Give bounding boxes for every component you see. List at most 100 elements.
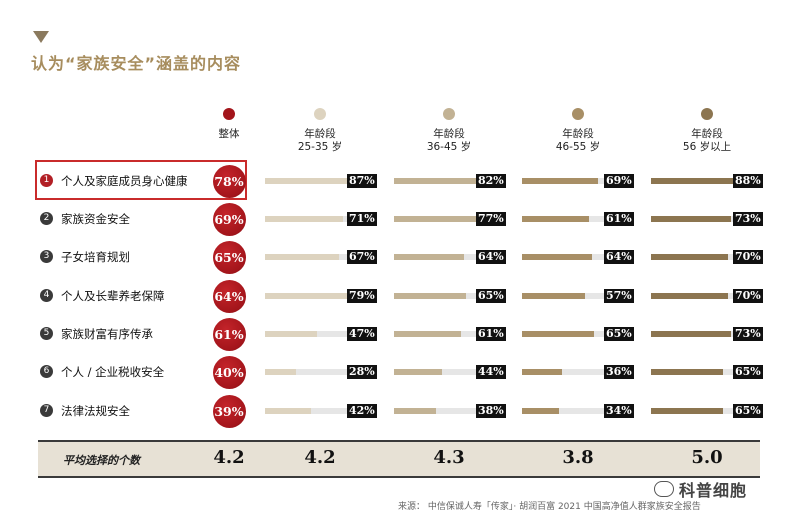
bar-track: [651, 408, 761, 414]
chart-title: 认为“家族安全”涵盖的内容: [31, 54, 242, 73]
column-dot-3: [572, 108, 584, 120]
bar: [394, 293, 466, 299]
row-label: 个人及长辈养老保障: [61, 289, 165, 303]
row-number-badge: 1: [40, 174, 53, 187]
column-header-line1: 年龄段: [562, 128, 594, 140]
row-label: 家族资金安全: [61, 212, 130, 226]
overall-value-circle: 40%: [212, 355, 246, 389]
bar-value-label: 65%: [733, 365, 763, 379]
column-header-1: 年龄段 25-35 岁: [270, 128, 370, 154]
bar: [651, 178, 748, 184]
bar-value-label: 44%: [476, 365, 506, 379]
bar-track: [265, 369, 375, 375]
bar-track: [651, 293, 761, 299]
bar: [522, 331, 594, 337]
bar-track: [522, 254, 632, 260]
bar-value-label: 77%: [476, 212, 506, 226]
column-header-line1: 年龄段: [304, 128, 336, 140]
average-value: 5.0: [691, 447, 723, 468]
overall-value-circle: 78%: [212, 164, 246, 198]
bar-track: [394, 408, 504, 414]
bar-track: [651, 369, 761, 375]
bar-track: [522, 293, 632, 299]
overall-value-circle: 39%: [212, 394, 246, 428]
bar-track: [651, 178, 761, 184]
bar-track: [394, 216, 504, 222]
bar-value-label: 36%: [604, 365, 634, 379]
bar-track: [522, 408, 632, 414]
bar: [265, 369, 296, 375]
bar-track: [522, 178, 632, 184]
bar-value-label: 79%: [347, 289, 377, 303]
bar-track: [651, 254, 761, 260]
bar: [651, 254, 728, 260]
bar-value-label: 34%: [604, 404, 634, 418]
bar-value-label: 47%: [347, 327, 377, 341]
watermark: 科普细胞: [654, 477, 747, 501]
column-dot-1: [314, 108, 326, 120]
bar-track: [522, 331, 632, 337]
bar-track: [265, 293, 375, 299]
bar-value-label: 65%: [604, 327, 634, 341]
bar: [394, 408, 436, 414]
bar: [394, 254, 465, 260]
bar: [265, 293, 352, 299]
bar-track: [265, 254, 375, 260]
row-label: 法律法规安全: [61, 404, 130, 418]
overall-value-circle: 69%: [212, 202, 246, 236]
wechat-logo-icon: [654, 481, 674, 497]
bar-track: [394, 369, 504, 375]
column-header-0: 整体: [179, 128, 279, 141]
column-header-line2: 46-55 岁: [555, 141, 601, 153]
bar: [522, 178, 598, 184]
column-dot-2: [443, 108, 455, 120]
bar-value-label: 73%: [733, 327, 763, 341]
bar-track: [265, 408, 375, 414]
row-number-badge: 4: [40, 289, 53, 302]
bar: [394, 178, 485, 184]
row-number-badge: 6: [40, 365, 53, 378]
bar-value-label: 65%: [733, 404, 763, 418]
bar-value-label: 38%: [476, 404, 506, 418]
bar-track: [265, 178, 375, 184]
column-header-4: 年龄段 56 岁以上: [657, 128, 757, 154]
column-header-line2: 56 岁以上: [682, 141, 732, 153]
bar-track: [522, 369, 632, 375]
bar: [265, 178, 361, 184]
triangle-marker-icon: [33, 31, 49, 43]
row-number-badge: 7: [40, 404, 53, 417]
column-header-line1: 年龄段: [691, 128, 723, 140]
column-dot-4: [701, 108, 713, 120]
bar-value-label: 70%: [733, 289, 763, 303]
bar: [651, 331, 732, 337]
row-label: 家族财富有序传承: [61, 327, 153, 341]
bar-value-label: 87%: [347, 174, 377, 188]
bar-track: [394, 254, 504, 260]
source-note: 来源： 中信保诚人寿「传家」· 胡润百富 2021 中国高净值人群家族安全报告: [398, 502, 701, 512]
average-value: 4.2: [213, 447, 245, 468]
average-band: [38, 440, 760, 478]
bar-value-label: 65%: [476, 289, 506, 303]
bar-value-label: 69%: [604, 174, 634, 188]
column-header-line1: 整体: [218, 128, 240, 140]
bar-value-label: 28%: [347, 365, 377, 379]
bar-track: [651, 216, 761, 222]
bar-value-label: 64%: [476, 250, 506, 264]
row-label: 个人及家庭成员身心健康: [61, 174, 188, 188]
bar-track: [651, 331, 761, 337]
average-value: 3.8: [562, 447, 594, 468]
overall-value-circle: 65%: [212, 240, 246, 274]
column-header-3: 年龄段 46-55 岁: [528, 128, 628, 154]
overall-value-circle: 61%: [212, 317, 246, 351]
row-number-badge: 5: [40, 327, 53, 340]
column-header-line2: 36-45 岁: [426, 141, 472, 153]
bar: [651, 369, 723, 375]
bar-value-label: 57%: [604, 289, 634, 303]
row-number-badge: 3: [40, 250, 53, 263]
bar-value-label: 73%: [733, 212, 763, 226]
bar: [522, 408, 560, 414]
bar: [265, 408, 312, 414]
average-label: 平均选择的个数: [63, 454, 140, 467]
average-value: 4.2: [304, 447, 336, 468]
